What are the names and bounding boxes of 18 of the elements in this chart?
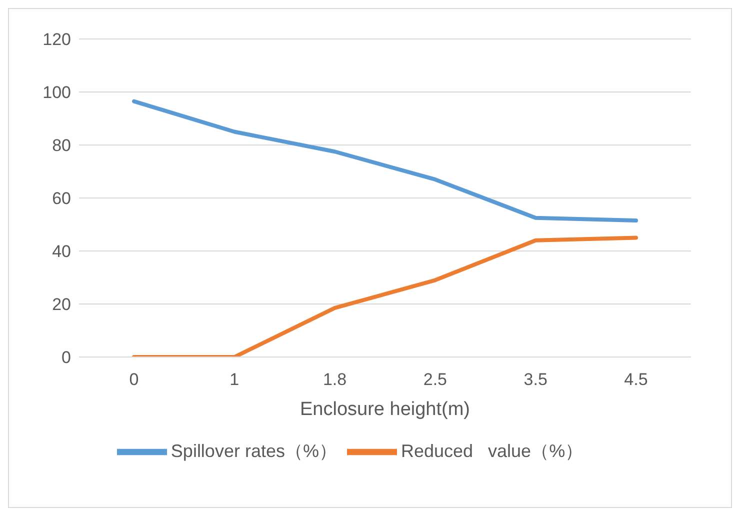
line-series [132,236,638,357]
y-tick-label: 100 [42,83,71,102]
line-series [132,99,638,223]
y-tick-label: 40 [52,242,71,262]
x-tick-label: 4.5 [624,370,648,390]
y-tick-label: 20 [52,295,71,314]
y-tick-label: 60 [52,189,71,208]
x-tick-label: 1 [230,370,240,390]
x-axis-title: Enclosure height(m) [300,399,470,420]
y-tick-label: 0 [62,348,71,368]
x-tick-label: 2.5 [423,370,448,390]
x-tick-label: 3.5 [524,370,548,390]
y-tick-label: 120 [42,30,71,50]
x-tick-label: 1.8 [322,370,347,390]
legend-label: Spillover rates（%） [170,440,337,461]
legend-label: Reduced value（%） [400,440,584,461]
x-tick-label: 0 [129,370,139,390]
y-tick-label: 80 [52,136,71,156]
